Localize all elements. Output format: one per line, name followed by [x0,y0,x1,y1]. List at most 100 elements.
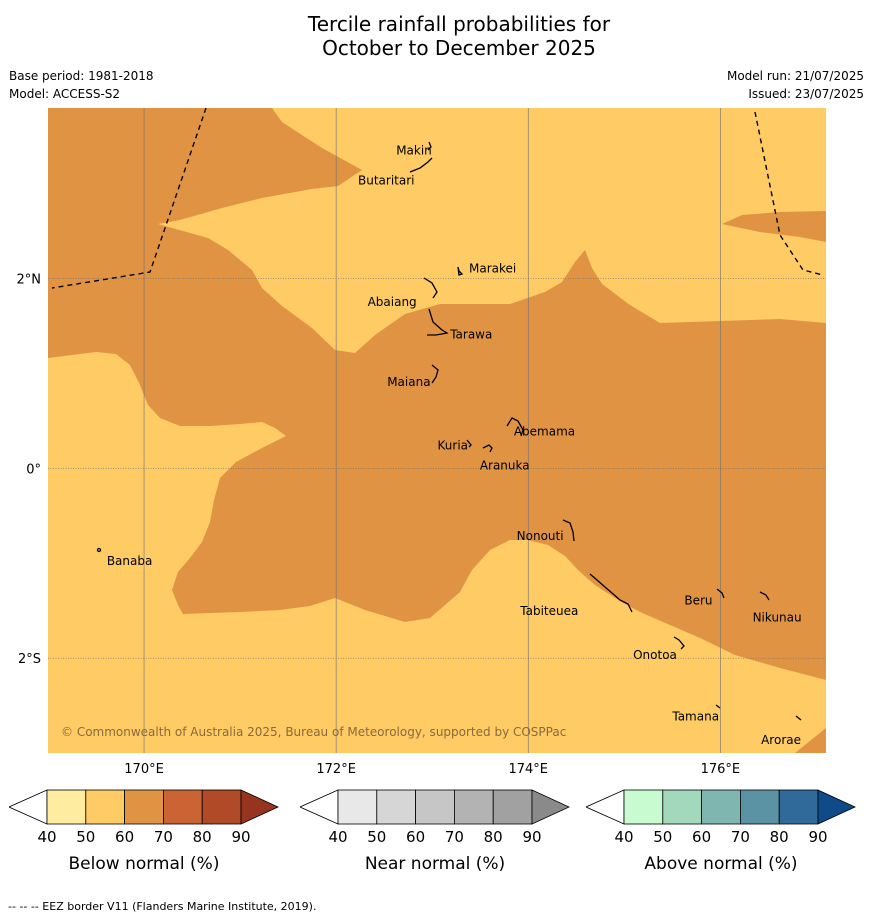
colorbar-cell [623,789,664,825]
base-period: Base period: 1981-2018 [9,69,154,83]
place-label-nikunau: Nikunau [753,610,802,624]
colorbar-tick-label: 80 [769,828,789,846]
colorbar-arrow-left [586,789,625,825]
colorbar-tick-label: 60 [692,828,712,846]
probability-60-70-region-northeast [722,211,826,242]
aranuka-coast [482,444,493,453]
colorbar-cell [376,789,417,825]
latitude-tick-label: 0° [26,462,41,477]
place-label-kuria: Kuria [438,439,469,453]
probability-60-70-region-north [48,108,826,680]
issued-date: Issued: 23/07/2025 [748,87,864,101]
rainfall-map: Makin Butaritari Marakei Abaiang Tarawa Maian… [17,108,826,777]
place-labels: Makin Butaritari Marakei Abaiang Tarawa Maian… [107,144,802,747]
place-label-tabiteuea: Tabiteuea [519,604,578,618]
place-label-beru: Beru [684,594,712,608]
onotoa-coast [673,636,685,650]
colorbar-tick-label: 70 [153,828,173,846]
banaba-coast [96,547,102,553]
place-label-arorae: Arorae [761,733,801,747]
colorbar-tick-label: 90 [522,828,542,846]
map-gridlines [48,108,826,753]
colorbar-cell [162,789,203,825]
colorbar-tick-label: 80 [483,828,503,846]
colorbar-cell [453,789,494,825]
colorbar-3 [586,789,856,825]
colorbar-tick-label: 50 [367,828,387,846]
model-name: Model: ACCESS-S2 [9,87,121,101]
copyright-notice: © Commonwealth of Australia 2025, Bureau… [61,725,566,739]
arorae-coast [795,715,802,721]
place-label-abaiang: Abaiang [368,295,417,309]
colorbar-tick-label: 40 [614,828,634,846]
kuria-coast [466,439,472,448]
maiana-coast [431,364,439,384]
place-label-nonouti: Nonouti [517,529,564,543]
place-label-aranuka: Aranuka [480,458,530,472]
tabiteuea-coast [589,573,633,613]
butaritari-coast [409,157,433,173]
meta-left: Base period: 1981-2018 Model: ACCESS-S2 [9,68,154,102]
colorbar-tick-label: 80 [192,828,212,846]
nikunau-coast [759,591,770,601]
longitude-tick-label: 174°E [508,762,548,777]
colorbar-cell [778,789,819,825]
marakei-coast [457,266,464,276]
latitude-tick-label: 2°S [18,652,41,667]
abemama-coast [506,417,524,437]
place-label-maiana: Maiana [387,375,430,389]
colorbar-cell [201,789,242,825]
colorbar-tick-label: 60 [406,828,426,846]
tarawa-coast [427,308,449,336]
colorbar-arrow-left [9,789,48,825]
colorbar-cell [124,789,164,825]
colorbar-tick-label: 90 [231,828,251,846]
model-run: Model run: 21/07/2025 [726,69,864,83]
eez-footnote: -- -- -- EEZ border V11 (Flanders Marine… [8,900,317,913]
map-title: Tercile rainfall probabilities for Octob… [0,12,873,60]
colorbar-tick-label: 50 [76,828,96,846]
colorbar-arrow-right [240,789,279,825]
colorbar-arrow-left [300,789,339,825]
map-title-line2: October to December 2025 [322,36,596,60]
colorbar-tick-label: 90 [808,828,828,846]
longitude-tick-label: 170°E [124,762,164,777]
colorbar-cell [662,789,703,825]
place-label-tarawa: Tarawa [449,328,492,342]
colorbar-tick-label: 50 [653,828,673,846]
colorbar-cell [85,789,126,825]
abaiang-coast [423,277,438,299]
place-label-butaritari: Butaritari [358,173,415,187]
nonouti-coast [562,519,575,542]
colorbar-tick-label: 60 [115,828,135,846]
colorbar-label: Above normal (%) [644,854,798,874]
beru-coast [716,588,725,599]
longitude-tick-label: 172°E [316,762,356,777]
colorbar-label: Near normal (%) [364,854,506,874]
colorbar-label: Below normal (%) [68,854,220,874]
axis-labels: 170°E 172°E 174°E 176°E 2°N 0° 2°S [17,273,741,777]
place-label-marakei: Marakei [469,262,516,276]
place-label-tamana: Tamana [671,710,719,724]
colorbar-2 [300,789,570,825]
place-label-makin: Makin [396,144,432,158]
latitude-tick-label: 2°N [17,273,42,288]
place-label-onotoa: Onotoa [633,648,677,662]
eez-border-west [51,108,207,289]
colorbar-1 [9,789,279,825]
colorbar-cell [701,789,741,825]
probability-60-70-region-southeast [795,728,826,753]
colorbar-tick-label: 40 [37,828,57,846]
colorbar-cell [739,789,780,825]
meta-right: Model run: 21/07/2025 Issued: 23/07/2025 [727,68,864,102]
colorbar-cell [492,789,533,825]
tamana-coast [715,704,721,709]
colorbar-tick-label: 70 [730,828,750,846]
eez-border [51,108,824,289]
makin-coast [427,141,432,151]
colorbar-tick-label: 70 [444,828,464,846]
eez-border-east [754,111,824,276]
colorbar-cell [415,789,455,825]
colorbar-cell [337,789,378,825]
longitude-tick-label: 176°E [701,762,741,777]
